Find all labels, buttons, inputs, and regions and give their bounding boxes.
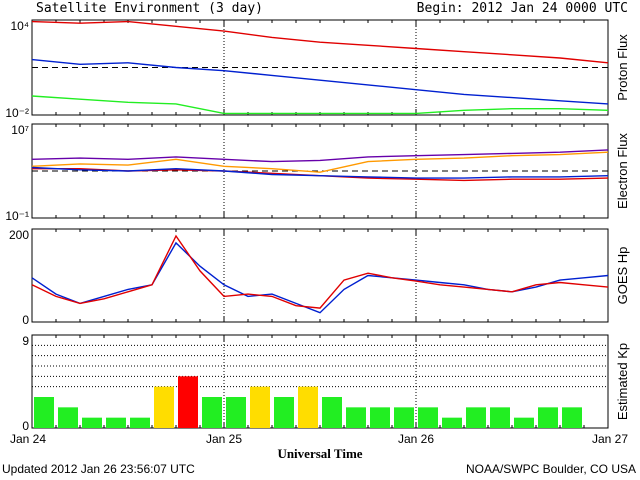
y-tick-label: 0	[22, 313, 29, 327]
kp-bar	[562, 407, 582, 428]
x-tick-label: Jan 24	[10, 432, 46, 446]
x-tick-label: Jan 27	[592, 432, 628, 446]
kp-bar	[418, 407, 438, 428]
panel-frame	[31, 334, 609, 429]
series-red-line	[31, 20, 609, 64]
x-axis-label: Universal Time	[277, 446, 362, 461]
kp-bar	[82, 417, 102, 428]
kp-bar	[442, 417, 462, 428]
series-green-line	[31, 95, 609, 115]
y-tick-label: 10⁻¹	[5, 209, 29, 223]
kp-bar	[514, 417, 534, 428]
kp-bar	[34, 397, 54, 428]
kp-bar	[274, 397, 294, 428]
kp-bar	[298, 386, 318, 428]
kp-bar	[538, 407, 558, 428]
kp-bar	[202, 397, 222, 428]
panel-frame	[31, 19, 609, 116]
panel-ylabel: Electron Flux	[615, 133, 630, 209]
panel-2: 10⁷ 10⁻¹ Electron Flux	[5, 123, 630, 223]
kp-bar	[130, 417, 150, 428]
kp-bar	[106, 417, 126, 428]
kp-bar	[178, 376, 198, 428]
y-tick-label: 10⁻²	[5, 106, 29, 120]
credit-label: NOAA/SWPC Boulder, CO USA	[465, 462, 636, 476]
panel-ylabel: Proton Flux	[615, 34, 630, 101]
panel-ylabel: GOES Hp	[615, 247, 630, 305]
series-orange-line	[31, 151, 609, 173]
kp-bar	[370, 407, 390, 428]
panel-frame	[31, 228, 609, 323]
kp-bar	[394, 407, 414, 428]
kp-bar	[490, 407, 510, 428]
kp-bar	[346, 407, 366, 428]
y-tick-label: 200	[9, 228, 29, 242]
x-tick-label: Jan 25	[206, 432, 242, 446]
kp-bar	[466, 407, 486, 428]
kp-bar	[226, 397, 246, 428]
panel-ylabel: Estimated Kp	[615, 343, 630, 420]
kp-bar	[58, 407, 78, 428]
chart-title: Satellite Environment (3 day)	[36, 1, 263, 16]
panel-1: 10⁴ 10⁻² Proton Flux	[5, 19, 630, 120]
panel-3: 200 0 GOES Hp	[9, 228, 630, 327]
updated-label: Updated 2012 Jan 26 23:56:07 UTC	[2, 462, 195, 476]
y-tick-label: 10⁷	[11, 123, 29, 137]
kp-bar	[322, 397, 342, 428]
kp-bar	[154, 386, 174, 428]
y-tick-label: 9	[22, 334, 29, 348]
series-red-line	[31, 234, 609, 309]
y-tick-label: 10⁴	[10, 19, 29, 33]
series-blue-line	[31, 58, 609, 105]
series-purple-line	[31, 149, 609, 163]
series-blue-line	[31, 166, 609, 179]
panel-4: 9 0 Estimated Kp Jan 24 Jan 25 Jan 26 Jan 27 Un…	[10, 334, 630, 461]
kp-bar	[250, 386, 270, 428]
y-tick-label: 0	[22, 419, 29, 433]
x-tick-label: Jan 26	[398, 432, 434, 446]
begin-label: Begin: 2012 Jan 24 0000 UTC	[416, 1, 628, 16]
